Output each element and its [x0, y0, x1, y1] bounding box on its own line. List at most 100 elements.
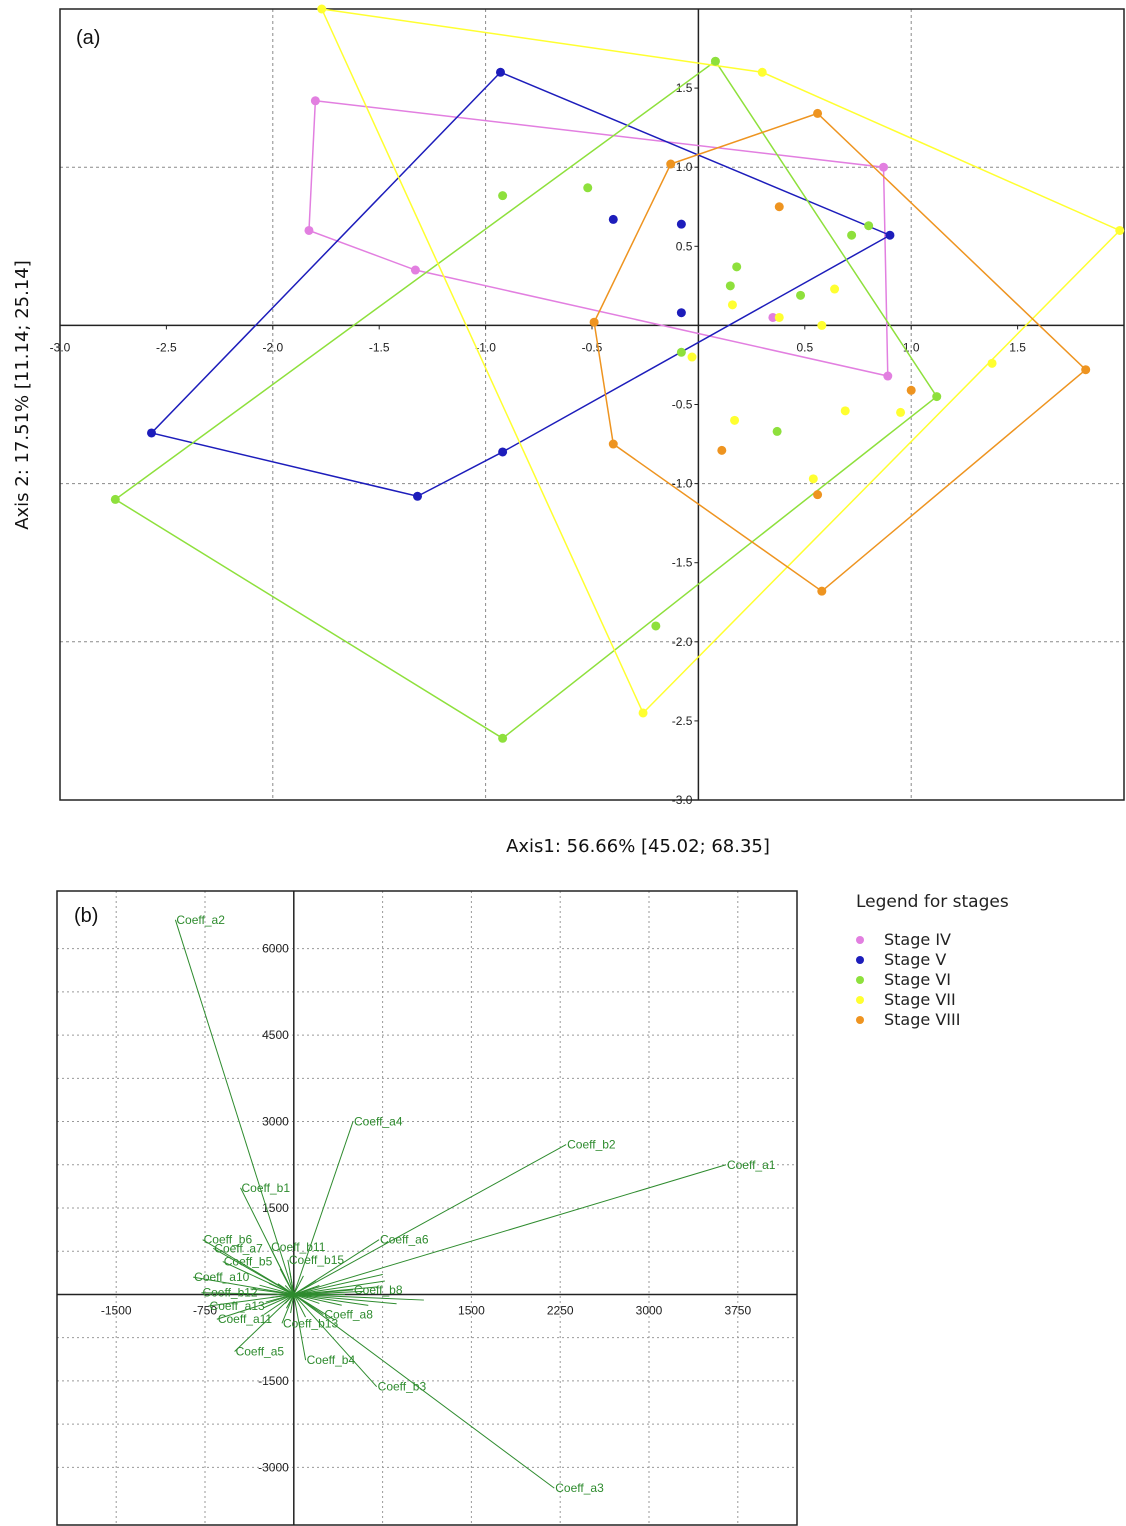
legend-marker — [856, 996, 864, 1004]
data-point-stage-viii — [906, 385, 916, 395]
vector-label-coeff-a5: Coeff_a5 — [236, 1345, 285, 1359]
legend-marker — [856, 956, 864, 964]
plot-frame — [59, 8, 1125, 801]
data-point-stage-v — [676, 308, 686, 318]
data-point-stage-vi — [732, 262, 742, 272]
data-point-stage-iv — [410, 265, 420, 275]
data-point-stage-v — [413, 491, 423, 501]
short-vector — [293, 1293, 320, 1304]
vector-coeff-b4 — [293, 1294, 307, 1361]
legend-items: Stage IV Stage V Stage VI Stage VII Stage VI… — [856, 930, 1116, 1030]
short-vector — [293, 1293, 342, 1306]
y-tick-label: 1.0 — [676, 160, 693, 174]
data-point-stage-vi — [932, 392, 942, 402]
legend-item-stage-vi: Stage VI — [856, 970, 1116, 990]
panel-label-a: (a) — [76, 27, 100, 49]
short-vector — [293, 1293, 369, 1306]
vector-label-coeff-b3: Coeff_b3 — [378, 1380, 427, 1394]
legend-label: Stage VII — [884, 990, 956, 1009]
y-tick-label: -2.0 — [672, 635, 693, 649]
y-tick-label: -2.5 — [672, 714, 693, 728]
data-point-stage-viii — [666, 159, 676, 169]
y-tick-label: 1.5 — [676, 81, 693, 95]
vector-coeff-b15 — [287, 1259, 295, 1295]
vector-coeff-a2 — [174, 919, 295, 1295]
data-point-stage-vi — [498, 733, 508, 743]
short-vector — [263, 1294, 295, 1315]
data-point-stage-vi — [110, 494, 120, 504]
data-point-stage-vii — [808, 474, 818, 484]
legend-marker — [856, 936, 864, 944]
data-point-stage-v — [495, 67, 505, 77]
vector-coeff-b13 — [281, 1294, 295, 1324]
x-tick-label: -2.0 — [262, 340, 283, 354]
y-tick-label: -1.5 — [672, 556, 693, 570]
y-tick-label: 4500 — [262, 1028, 289, 1042]
vector-coeff-a6 — [293, 1239, 380, 1295]
vector-label-coeff-b12: Coeff_b12 — [202, 1286, 257, 1300]
legend-label: Stage V — [884, 950, 947, 969]
vector-label-coeff-b15: Coeff_b15 — [289, 1253, 344, 1267]
x-axis-title: Axis1: 56.66% [45.02; 68.35] — [506, 836, 770, 857]
data-point-stage-vii — [896, 407, 906, 417]
short-vector — [263, 1293, 295, 1309]
x-tick-label: -2.5 — [156, 340, 177, 354]
vector-label-coeff-a1: Coeff_a1 — [727, 1158, 776, 1172]
vector-coeff-a11 — [216, 1293, 294, 1320]
data-point-stage-viii — [589, 317, 599, 327]
vector-label-coeff-b4: Coeff_b4 — [307, 1353, 356, 1367]
data-point-stage-vi — [583, 183, 593, 193]
data-point-stage-viii — [813, 490, 823, 500]
data-point-stage-viii — [717, 445, 727, 455]
vector-coeff-b8 — [293, 1289, 354, 1295]
vector-label-coeff-b5: Coeff_b5 — [224, 1255, 273, 1269]
data-point-stage-v — [885, 230, 895, 240]
legend-label: Stage IV — [884, 930, 951, 949]
vector-coeff-a1 — [293, 1164, 727, 1295]
x-tick-label: 1.5 — [1009, 340, 1026, 354]
vector-label-coeff-a13: Coeff_a13 — [210, 1299, 265, 1313]
vector-coeff-a10 — [193, 1276, 294, 1295]
y-tick-label: 6000 — [262, 942, 289, 956]
data-point-stage-vi — [864, 221, 874, 231]
vector-label-coeff-a4: Coeff_a4 — [354, 1115, 403, 1129]
vector-coeff-b5 — [222, 1261, 295, 1295]
short-vector — [293, 1275, 304, 1295]
data-point-stage-viii — [817, 586, 827, 596]
data-point-stage-vii — [730, 415, 740, 425]
legend-title: Legend for stages — [856, 892, 1009, 912]
vector-coeff-b12 — [201, 1292, 294, 1295]
data-point-stage-viii — [813, 108, 823, 118]
short-vector — [293, 1273, 383, 1295]
data-point-stage-iv — [883, 371, 893, 381]
vector-coeff-a13 — [208, 1293, 294, 1307]
data-point-stage-iv — [304, 225, 314, 235]
y-tick-label: -1.0 — [672, 477, 693, 491]
vector-label-coeff-b1: Coeff_b1 — [242, 1181, 291, 1195]
hull-stage-v — [150, 71, 892, 498]
x-tick-label: 0.5 — [796, 340, 813, 354]
vector-coeff-a5 — [234, 1294, 295, 1352]
hull-stage-vii — [320, 8, 1122, 715]
short-vector — [293, 1280, 385, 1295]
vector-label-coeff-b2: Coeff_b2 — [567, 1138, 616, 1152]
vector-label-coeff-a11: Coeff_a11 — [218, 1312, 273, 1326]
vector-coeff-b3 — [293, 1294, 378, 1388]
panel-b-biplot: -1500 -750 1500 2250 3000 3750 6000 4500 3000 150… — [56, 890, 798, 1526]
data-point-stage-iv — [768, 312, 778, 322]
vector-coeff-a7 — [213, 1247, 295, 1295]
plot-frame — [56, 890, 798, 1526]
y-axis-title: Axis 2: 17.51% [11.14; 25.14] — [12, 260, 33, 530]
data-point-stage-vi — [772, 426, 782, 436]
vector-label-coeff-b8: Coeff_b8 — [354, 1283, 403, 1297]
x-tick-label: 1500 — [458, 1303, 485, 1317]
data-point-stage-v — [676, 219, 686, 229]
data-point-stage-iv — [310, 96, 320, 106]
legend-label: Stage VI — [884, 970, 951, 989]
panel-a-scatter: -3.0 -2.5 -2.0 -1.5 -1.0 -0.5 0.5 1.0 1.5 1.5 1.0 0… — [12, 4, 1125, 857]
legend-item-stage-viii: Stage VIII — [856, 1010, 1116, 1030]
data-point-stage-viii — [608, 439, 618, 449]
short-vector — [290, 1294, 295, 1314]
data-point-stage-vi — [796, 290, 806, 300]
